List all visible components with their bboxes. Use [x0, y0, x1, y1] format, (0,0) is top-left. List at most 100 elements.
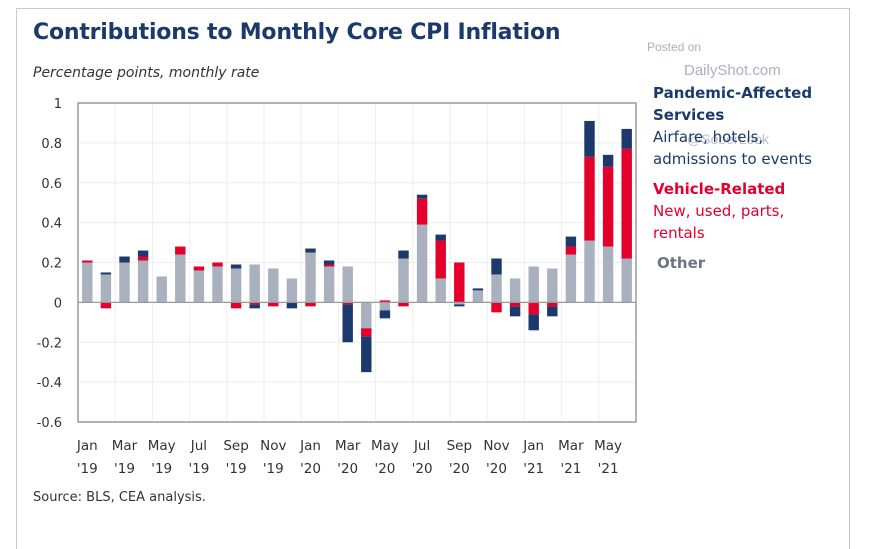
bar-vehicle-17: [398, 302, 409, 307]
y-tick-label: -0.6: [37, 416, 62, 431]
y-tick-label: 0.4: [41, 217, 62, 232]
y-tick-label: 0.2: [41, 257, 62, 272]
bar-pandemic-24: [528, 314, 539, 331]
bar-other-5: [175, 254, 186, 303]
bar-pandemic-25: [547, 306, 558, 317]
bar-pandemic-12: [305, 248, 316, 253]
bar-vehicle-20: [454, 262, 465, 303]
bar-pandemic-15: [361, 336, 372, 373]
bar-other-9: [249, 264, 260, 303]
x-tick-label-year: '19: [77, 461, 98, 477]
x-tick-label-month: May: [148, 438, 176, 454]
bar-pandemic-14: [342, 304, 353, 343]
bar-vehicle-16: [379, 300, 391, 303]
bar-vehicle-18: [416, 198, 428, 225]
y-tick-label: -0.2: [37, 336, 62, 351]
bar-vehicle-22: [491, 302, 502, 313]
bar-vehicle-29: [621, 148, 632, 259]
legend-pandemic-title-line2: Services: [653, 106, 725, 124]
x-tick-label-year: '19: [151, 461, 172, 477]
x-tick-label-month: Mar: [335, 438, 361, 454]
bar-pandemic-9: [249, 304, 260, 309]
bar-other-15: [361, 302, 372, 329]
chart-card: [16, 8, 850, 549]
plot-frame: [77, 102, 637, 423]
y-tick-label: 1: [54, 97, 62, 112]
bar-other-17: [398, 258, 409, 303]
bar-other-2: [119, 262, 130, 303]
bar-other-22: [491, 274, 502, 303]
y-tick-label: 0.6: [41, 177, 62, 192]
bar-vehicle-25: [547, 302, 558, 307]
x-tick-label-month: May: [371, 438, 399, 454]
x-tick-label-year: '20: [412, 461, 433, 477]
bar-other-27: [584, 240, 595, 303]
bar-other-25: [547, 268, 558, 303]
x-tick-label-month: Jan: [76, 438, 98, 454]
bar-vehicle-3: [137, 256, 149, 261]
x-tick-label-year: '21: [523, 461, 544, 477]
bar-pandemic-27: [584, 120, 595, 157]
legend-pandemic-title-line1: Pandemic-Affected: [653, 84, 813, 102]
legend-item-pandemic: Pandemic-Affected Services Airfare, hote…: [653, 82, 843, 170]
x-tick-label-year: '19: [263, 461, 284, 477]
x-tick-label-year: '20: [337, 461, 358, 477]
legend-item-vehicle: Vehicle-Related New, used, parts, rental…: [653, 178, 843, 244]
x-tick-label-year: '19: [226, 461, 247, 477]
bar-pandemic-28: [602, 154, 614, 167]
x-tick-label-year: '19: [114, 461, 135, 477]
legend-pandemic-desc-line1: Airfare, hotels,: [653, 128, 764, 146]
bar-pandemic-22: [491, 258, 502, 275]
x-tick-label-month: Jan: [299, 438, 321, 454]
y-tick-label: 0.8: [41, 137, 62, 152]
legend-vehicle-desc-line1: New, used, parts,: [653, 202, 785, 220]
bar-vehicle-12: [305, 302, 316, 307]
bar-other-29: [621, 258, 632, 303]
x-tick-label-year: '21: [560, 461, 581, 477]
bar-other-18: [416, 224, 428, 303]
x-tick-label-month: Nov: [260, 438, 286, 454]
bar-pandemic-26: [565, 236, 577, 247]
x-tick-label-month: Jan: [522, 438, 544, 454]
bars: [82, 120, 632, 373]
chart-title: Contributions to Monthly Core CPI Inflat…: [33, 20, 561, 45]
bar-other-16: [379, 302, 391, 311]
bar-other-7: [212, 266, 223, 303]
bar-vehicle-9: [249, 302, 260, 305]
legend-other-title: Other: [657, 254, 706, 272]
bar-pandemic-29: [621, 128, 632, 149]
y-axis: 1 0.8 0.6 0.4 0.2 0 -0.2 -0.4 -0.6: [37, 97, 62, 431]
x-tick-label-month: Sep: [447, 438, 472, 454]
bar-vehicle-7: [212, 262, 223, 267]
bar-pandemic-16: [379, 310, 391, 319]
bar-pandemic-17: [398, 250, 409, 259]
x-tick-label-year: '20: [374, 461, 395, 477]
bar-other-12: [305, 252, 316, 303]
bar-vehicle-24: [528, 302, 539, 315]
bar-other-21: [472, 290, 484, 303]
bar-other-14: [342, 266, 353, 303]
bar-pandemic-2: [119, 256, 130, 263]
x-tick-label-month: Jul: [190, 438, 207, 454]
bar-other-6: [193, 270, 205, 303]
x-tick-label-year: '19: [188, 461, 209, 477]
bar-vehicle-14: [342, 302, 353, 305]
bar-other-23: [509, 278, 521, 303]
x-tick-label-month: May: [594, 438, 622, 454]
watermark-handle: @SoberLook: [687, 131, 769, 147]
x-tick-label-year: '20: [449, 461, 470, 477]
bar-pandemic-13: [323, 260, 335, 265]
grid-lines: [78, 102, 636, 423]
watermark-site: DailyShot.com: [684, 62, 781, 79]
bar-vehicle-0: [82, 260, 93, 263]
legend-vehicle-title: Vehicle-Related: [653, 180, 786, 198]
bar-vehicle-19: [435, 240, 446, 279]
x-tick-label-year: '21: [598, 461, 619, 477]
bar-other-13: [323, 266, 335, 303]
y-tick-label: 0: [54, 296, 62, 311]
watermark-posted-on: Posted on: [647, 40, 702, 54]
bar-pandemic-20: [454, 304, 465, 307]
bar-pandemic-1: [100, 272, 112, 275]
legend-item-other: Other: [653, 252, 843, 274]
y-tick-label: -0.4: [37, 376, 62, 391]
